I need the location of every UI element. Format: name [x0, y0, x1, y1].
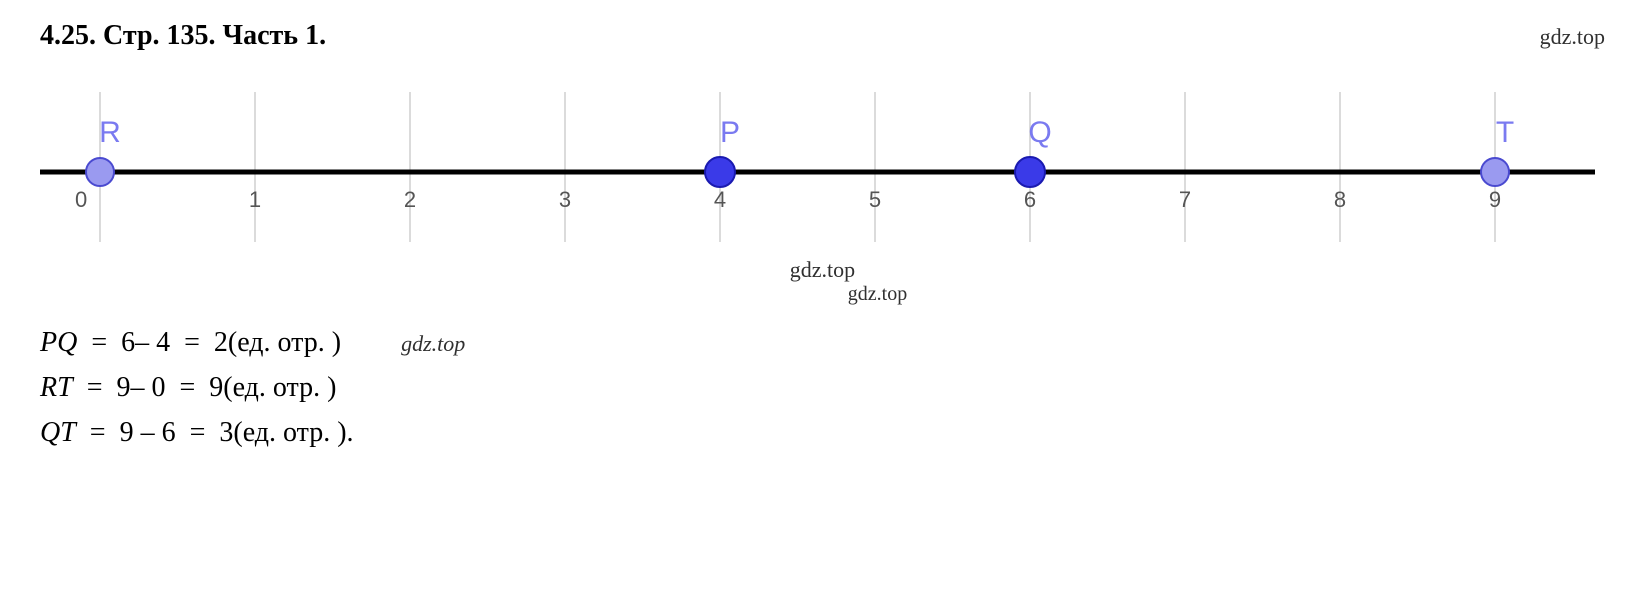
- eq-unit: (ед. отр. ): [228, 321, 341, 366]
- point-t: [1481, 158, 1509, 186]
- eq-expr: 6– 4: [121, 321, 170, 366]
- tick-label: 7: [1179, 187, 1191, 212]
- equation-row: RT = 9– 0 = 9 (ед. отр. ): [40, 366, 1605, 411]
- eq-eq2: =: [170, 321, 214, 366]
- numberline-chart: 0 1 2 3 4 5 6 7 8 9 R P Q T: [40, 92, 1600, 242]
- equation-row: PQ = 6– 4 = 2 (ед. отр. ) gdz.top: [40, 321, 1605, 366]
- watermark-beside-eq: gdz.top: [401, 326, 465, 361]
- numberline-svg: 0 1 2 3 4 5 6 7 8 9 R P Q T: [40, 92, 1600, 242]
- point-p: [705, 157, 735, 187]
- eq-unit: (ед. отр. ): [223, 366, 336, 411]
- eq-lhs: QT: [40, 411, 76, 456]
- tick-label: 3: [559, 187, 571, 212]
- eq-expr: 9– 0: [116, 366, 165, 411]
- tick-label: 5: [869, 187, 881, 212]
- point-label-t: T: [1496, 116, 1514, 149]
- eq-result: 3: [219, 411, 233, 456]
- point-r: [86, 158, 114, 186]
- eq-expr: 9 – 6: [120, 411, 176, 456]
- tick-label: 2: [404, 187, 416, 212]
- point-q: [1015, 157, 1045, 187]
- part-label: Часть 1.: [223, 20, 327, 51]
- tick-label: 4: [714, 187, 726, 212]
- page-label: Стр. 135.: [103, 20, 216, 51]
- tick-label: 6: [1024, 187, 1036, 212]
- tick-label: 8: [1334, 187, 1346, 212]
- watermark-below-chart: gdz.top: [40, 257, 1605, 283]
- point-label-p: P: [720, 116, 740, 149]
- problem-number: 4.25.: [40, 20, 96, 51]
- eq-eq2: =: [176, 411, 220, 456]
- point-label-q: Q: [1028, 116, 1051, 149]
- watermark-above-eq: gdz.top: [150, 283, 1605, 306]
- header-row: 4.25. Стр. 135. Часть 1. gdz.top: [40, 20, 1605, 52]
- point-label-r: R: [99, 116, 121, 149]
- title-group: 4.25. Стр. 135. Часть 1.: [40, 20, 326, 52]
- eq-result: 2: [214, 321, 228, 366]
- equation-row: QT = 9 – 6 = 3 (ед. отр. ).: [40, 411, 1605, 456]
- eq-lhs: RT: [40, 366, 73, 411]
- eq-lhs: PQ: [40, 321, 77, 366]
- eq-unit: (ед. отр. ).: [233, 411, 353, 456]
- eq-result: 9: [209, 366, 223, 411]
- tick-label: 0: [75, 187, 87, 212]
- eq-op: =: [73, 366, 117, 411]
- watermark-top-right: gdz.top: [1540, 24, 1605, 50]
- eq-op: =: [76, 411, 120, 456]
- eq-eq2: =: [165, 366, 209, 411]
- tick-label: 1: [249, 187, 261, 212]
- tick-label: 9: [1489, 187, 1501, 212]
- equations-block: PQ = 6– 4 = 2 (ед. отр. ) gdz.top RT = 9…: [40, 321, 1605, 455]
- eq-op: =: [77, 321, 121, 366]
